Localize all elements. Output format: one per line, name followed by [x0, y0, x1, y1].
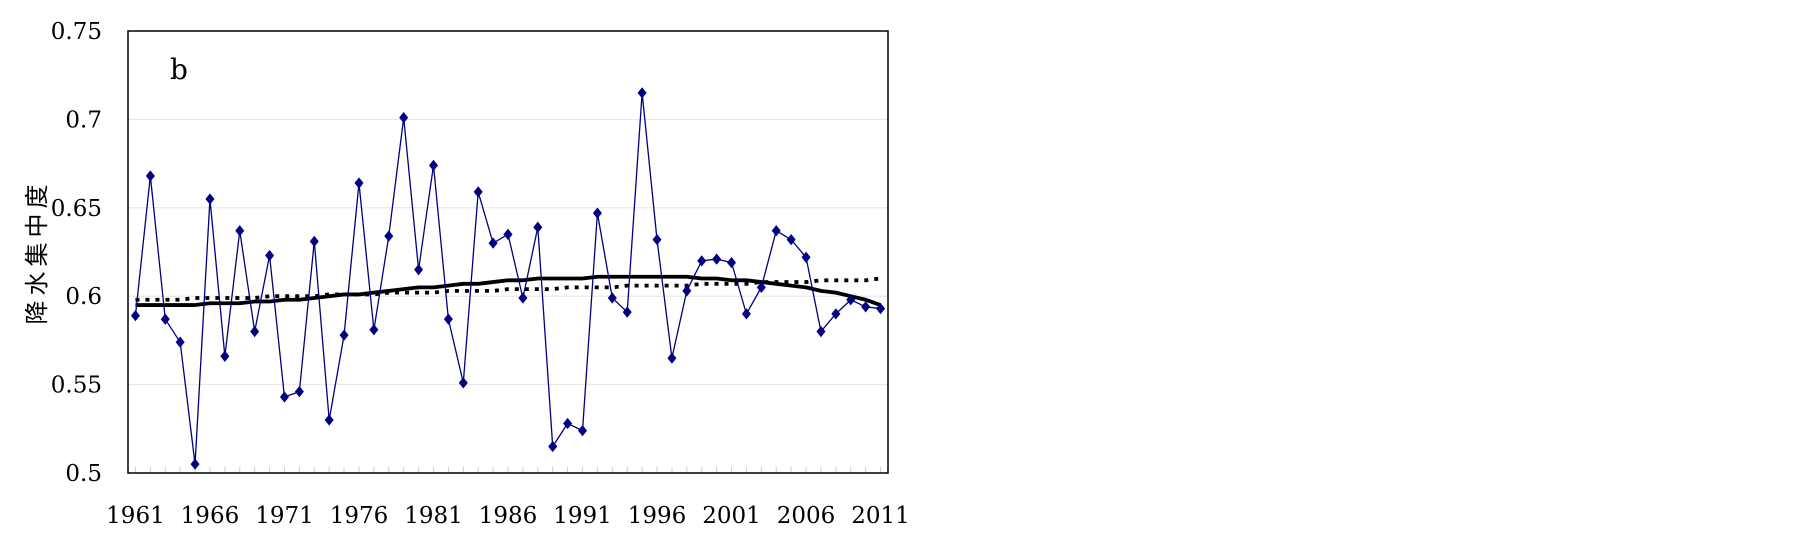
minor-tick-layer	[134, 467, 882, 473]
data-point-marker	[577, 424, 588, 437]
data-point-marker	[756, 281, 766, 294]
data-point-marker	[831, 308, 841, 320]
x-tick-label: 1961	[106, 503, 165, 529]
y-tick-label: 0.6	[65, 284, 102, 310]
y-axis-ticks: 0.75 0.7 0.65 0.6 0.55 0.5	[51, 19, 102, 487]
data-point-marker	[697, 255, 707, 267]
data-point-marker	[801, 251, 811, 263]
x-tick-label: 1966	[181, 503, 240, 529]
data-point-marker	[205, 193, 215, 205]
plot-area-frame	[127, 30, 889, 474]
grid-layer	[128, 118, 888, 386]
series-layer	[130, 87, 886, 470]
data-point-marker	[712, 253, 722, 265]
data-point-marker	[354, 177, 364, 189]
data-point-marker	[428, 159, 439, 172]
x-tick-label: 1996	[628, 503, 687, 529]
data-point-marker	[592, 207, 602, 219]
data-point-marker	[488, 237, 498, 249]
data-point-marker	[250, 325, 260, 338]
data-point-marker	[533, 221, 543, 233]
data-point-marker	[473, 186, 483, 198]
data-point-marker	[816, 325, 826, 338]
y-tick-label: 0.5	[65, 461, 102, 487]
y-tick-label: 0.7	[65, 107, 102, 133]
data-point-marker	[682, 285, 692, 297]
data-point-marker	[175, 336, 185, 348]
data-point-marker	[160, 313, 170, 325]
data-point-marker	[339, 329, 349, 341]
x-tick-label: 1986	[479, 503, 538, 529]
data-point-marker	[399, 111, 409, 124]
data-point-marker	[279, 391, 289, 403]
data-point-marker	[846, 294, 856, 306]
data-point-marker	[876, 302, 886, 315]
data-point-marker	[622, 306, 632, 318]
data-point-marker	[786, 233, 796, 246]
data-point-marker	[235, 225, 245, 237]
x-tick-label: 2011	[851, 503, 910, 529]
y-tick-label: 0.55	[51, 373, 102, 399]
data-point-marker	[563, 417, 573, 430]
data-point-marker	[369, 324, 379, 336]
x-tick-label: 1991	[553, 503, 612, 529]
data-point-marker	[637, 87, 647, 99]
data-point-marker	[324, 414, 334, 426]
data-point-marker	[548, 440, 558, 453]
data-point-marker	[458, 377, 468, 389]
y-axis-title: 降水集中度	[23, 180, 51, 325]
y-tick-label: 0.75	[51, 19, 102, 45]
data-point-marker	[384, 230, 394, 242]
data-point-marker	[667, 352, 677, 364]
data-point-marker	[771, 225, 781, 237]
data-point-marker	[309, 235, 319, 248]
data-point-marker	[861, 301, 871, 313]
x-tick-label: 2001	[702, 503, 761, 529]
data-point-marker	[265, 249, 275, 262]
data-point-marker	[130, 310, 140, 322]
x-tick-label: 2006	[777, 503, 836, 529]
data-point-marker	[518, 292, 528, 304]
data-point-marker	[607, 292, 617, 304]
data-point-marker	[727, 256, 737, 269]
x-axis-ticks: 1961 1966 1971 1976 1981 1986 1991 1996 2001 2006…	[106, 503, 910, 529]
x-tick-label: 1981	[404, 503, 463, 529]
data-point-marker	[652, 233, 662, 246]
data-point-marker	[294, 386, 304, 398]
data-point-marker	[145, 170, 155, 182]
data-point-marker	[443, 313, 453, 325]
y-tick-label: 0.65	[51, 196, 102, 222]
data-point-marker	[414, 264, 424, 276]
data-point-marker	[220, 350, 230, 362]
data-point-marker	[190, 458, 200, 470]
x-tick-label: 1971	[255, 503, 314, 529]
linear-trend-line	[135, 276, 881, 302]
panel-label: b	[170, 53, 188, 86]
data-point-marker	[741, 308, 751, 320]
x-tick-label: 1976	[330, 503, 389, 529]
data-point-marker	[503, 228, 513, 240]
